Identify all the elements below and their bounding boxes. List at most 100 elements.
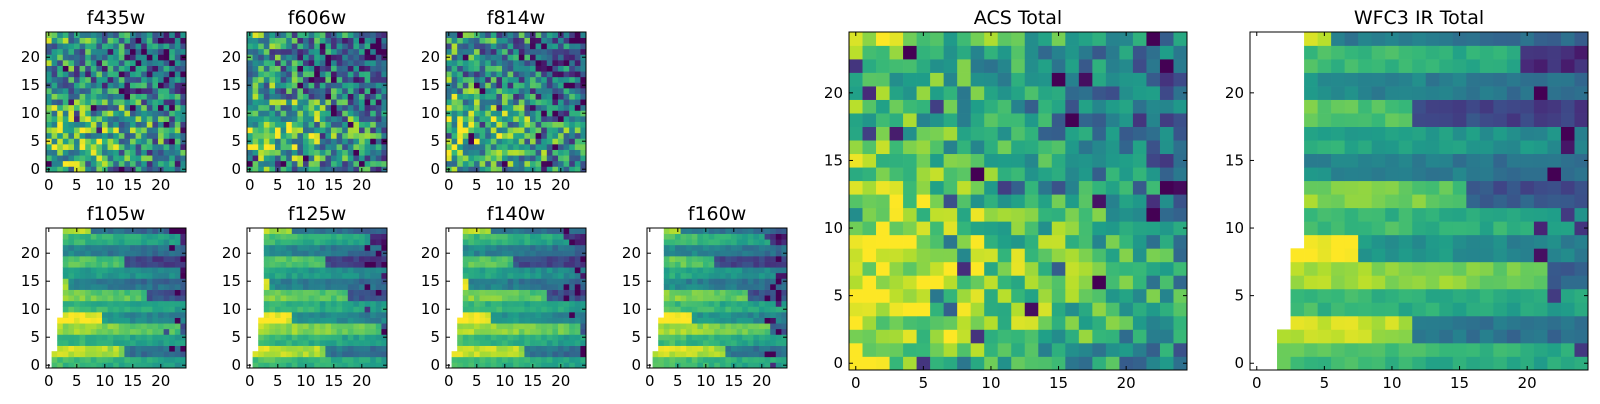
heatmap-cell (102, 267, 108, 273)
heatmap-cell (1079, 329, 1093, 343)
heatmap-cell (502, 290, 508, 296)
heatmap-cell (513, 362, 519, 368)
heatmap-cell (102, 94, 108, 100)
heatmap-cell (697, 234, 703, 240)
heatmap-cell (575, 323, 581, 329)
heatmap-cell (281, 99, 287, 105)
heatmap-cell (124, 77, 130, 83)
heatmap-cell (496, 273, 502, 279)
heatmap-cell (731, 306, 737, 312)
heatmap-cell (309, 110, 315, 116)
heatmap-cell (342, 250, 348, 256)
heatmap-cell (513, 228, 519, 234)
heatmap-cell (496, 155, 502, 161)
heatmap-cell (74, 110, 80, 116)
heatmap-cell (491, 329, 497, 335)
heatmap-cell (1146, 289, 1160, 303)
heatmap-cell (519, 318, 525, 324)
heatmap-cell (513, 38, 519, 44)
heatmap-cell (85, 82, 91, 88)
heatmap-cell (141, 267, 147, 273)
heatmap-cell (353, 138, 359, 144)
heatmap-cell (496, 295, 502, 301)
heatmap-cell (944, 154, 958, 168)
x-tick-label: 15 (324, 372, 343, 390)
heatmap-cell (692, 329, 698, 335)
heatmap-cell (348, 150, 354, 156)
heatmap-cell (971, 86, 985, 100)
heatmap-cell (264, 267, 270, 273)
heatmap-cell (508, 334, 514, 340)
heatmap-cell (337, 357, 343, 363)
heatmap-cell (558, 49, 564, 55)
heatmap-cell (80, 60, 86, 66)
heatmap-cell (485, 38, 491, 44)
heatmap-cell (68, 155, 74, 161)
heatmap-cell (63, 334, 69, 340)
heatmap-cell (85, 351, 91, 357)
heatmap-cell (130, 60, 136, 66)
heatmap-cell (558, 94, 564, 100)
heatmap-cell (502, 127, 508, 133)
heatmap-cell (342, 127, 348, 133)
heatmap-cell (770, 346, 776, 352)
heatmap-cell (169, 290, 175, 296)
heatmap-cell (164, 318, 170, 324)
heatmap-cell (849, 262, 863, 276)
heatmap-cell (502, 301, 508, 307)
heatmap-cell (275, 351, 281, 357)
heatmap-cell (1025, 100, 1039, 114)
heatmap-cell (365, 295, 371, 301)
heatmap-cell (180, 228, 186, 234)
heatmap-cell (664, 334, 670, 340)
heatmap-cell (314, 43, 320, 49)
heatmap-cell (1092, 262, 1106, 276)
heatmap-cell (917, 275, 931, 289)
heatmap-cell (102, 88, 108, 94)
heatmap-cell (169, 323, 175, 329)
heatmap-cell (1146, 262, 1160, 276)
x-tick-label: 15 (724, 372, 743, 390)
heatmap-cell (353, 60, 359, 66)
panel-title: f814w (487, 7, 546, 29)
heatmap-cell (524, 38, 530, 44)
heatmap-cell (1160, 140, 1174, 154)
heatmap-cell (320, 150, 326, 156)
heatmap-cell (890, 46, 904, 60)
heatmap-cell (930, 113, 944, 127)
y-tick-label: 0 (231, 356, 241, 374)
heatmap-cell (247, 133, 253, 139)
heatmap-cell (547, 122, 553, 128)
heatmap-cell (697, 245, 703, 251)
heatmap-cell (85, 250, 91, 256)
heatmap-cell (720, 329, 726, 335)
heatmap-cell (547, 99, 553, 105)
heatmap-cell (180, 49, 186, 55)
heatmap-cell (381, 155, 387, 161)
heatmap-cell (770, 329, 776, 335)
heatmap-cell (575, 133, 581, 139)
heatmap-cell (370, 155, 376, 161)
heatmap-cell (474, 273, 480, 279)
heatmap-cell (1160, 329, 1174, 343)
heatmap-cell (68, 256, 74, 262)
heatmap-cell (63, 99, 69, 105)
heatmap-cell (508, 161, 514, 167)
heatmap-cell (944, 302, 958, 316)
heatmap-cell (158, 94, 164, 100)
heatmap-cell (314, 329, 320, 335)
heatmap-cell (320, 318, 326, 324)
heatmap-cell (748, 250, 754, 256)
heatmap-cell (253, 66, 259, 72)
heatmap-cell (552, 94, 558, 100)
heatmap-cell (113, 284, 119, 290)
heatmap-cell (376, 284, 382, 290)
heatmap-cell (68, 357, 74, 363)
heatmap-cell (381, 318, 387, 324)
heatmap-cell (1173, 167, 1187, 181)
heatmap-cell (971, 235, 985, 249)
heatmap-cell (480, 351, 486, 357)
heatmap-cell (320, 133, 326, 139)
heatmap-cell (731, 278, 737, 284)
heatmap-cell (765, 306, 771, 312)
